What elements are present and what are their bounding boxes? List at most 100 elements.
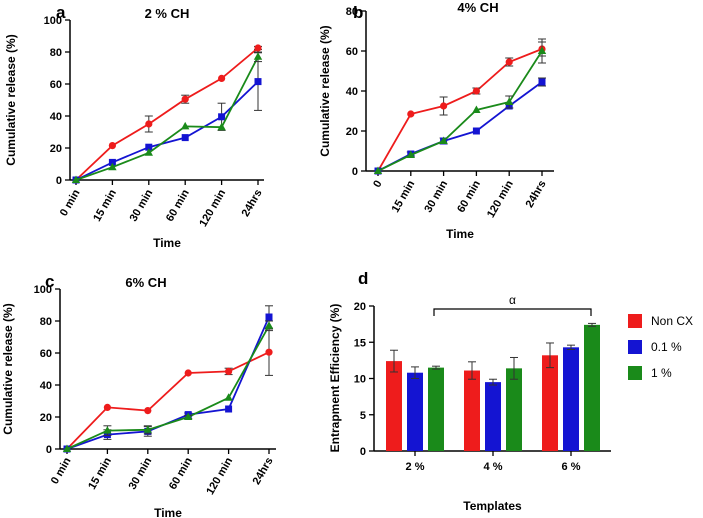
panel-a-letter: a xyxy=(56,3,66,22)
panel-c-series-non-cx-point xyxy=(144,407,152,415)
panel-c-y-tick-label: 60 xyxy=(40,348,52,360)
panel-c-y-tick-label: 80 xyxy=(40,316,52,328)
panel-c-x-label: Time xyxy=(154,506,182,518)
panel-b-y-tick-label: 60 xyxy=(346,46,358,58)
panel-d-series-non-cx-bar xyxy=(542,355,558,451)
panel-a-y-tick-label: 60 xyxy=(50,79,62,91)
panel-b-series-non-cx-point xyxy=(407,110,415,118)
panel-d-y-tick-label: 15 xyxy=(354,337,366,349)
panel-a-x-tick-label: 30 min xyxy=(128,187,156,223)
panel-c-x-tick-label: 15 min xyxy=(86,455,114,491)
panel-a-series-1--point xyxy=(253,52,263,60)
panel-b-series-1--point xyxy=(439,136,448,144)
panel-a-series-1--point xyxy=(71,175,81,183)
panel-c-x-tick-label: 30 min xyxy=(127,455,155,491)
panel-c-title: 6% CH xyxy=(125,275,166,290)
panel-b: 0 20 40 60 80b 4% CH Cumulative release (%) Tim… xyxy=(318,0,554,241)
panel-a-series-non-cx-point xyxy=(108,142,116,150)
panel-a-series-0-1--point xyxy=(181,134,189,142)
panel-d-y-tick-label: 20 xyxy=(354,301,366,313)
panel-d-y-label: Entrapment Efficiency (%) xyxy=(328,304,342,453)
panel-b-y-tick-label: 80 xyxy=(346,6,358,18)
panel-a-y-tick-label: 80 xyxy=(50,47,62,59)
panel-a-y-tick-label: 40 xyxy=(50,111,62,123)
panel-c-y-tick-label: 20 xyxy=(40,412,52,424)
panel-b-x-tick-label: 30 min xyxy=(422,178,450,214)
panel-c-series-0-1--point xyxy=(225,405,233,413)
panel-d-legend-0-1--label: 0.1 % xyxy=(651,340,682,354)
panel-d-legend-0-1--swatch xyxy=(628,340,642,354)
panel-a-title: 2 % CH xyxy=(145,6,190,21)
panel-a-series-0-1--point xyxy=(108,158,116,166)
panel-c-x-tick-label: 60 min xyxy=(167,455,195,491)
panel-a-y-tick-label: 20 xyxy=(50,143,62,155)
panel-d-series-non-cx-bar xyxy=(386,361,402,451)
panel-c-series-non-cx-line xyxy=(66,351,270,450)
panel-b-y-label: Cumulative release (%) xyxy=(318,25,332,156)
panel-a-x-tick-label: 0 min xyxy=(58,187,83,218)
panel-a-series-1--line xyxy=(75,56,259,181)
panel-a-series-non-cx-point xyxy=(145,120,153,128)
panel-b-x-tick-label: 24hrs xyxy=(524,179,549,210)
panel-d-series-1--bar xyxy=(428,367,444,451)
panel-a-series-non-cx-line xyxy=(75,47,259,181)
panel-b-x-tick-label: 15 min xyxy=(390,178,418,214)
panel-c-series-non-cx-point xyxy=(225,367,233,375)
panel-a-series-1--point xyxy=(108,162,117,171)
panel-d-y-tick-label: 5 xyxy=(360,410,366,422)
panel-c-series-1--point xyxy=(264,321,274,329)
panel-c-series-0-1--point xyxy=(265,313,273,321)
panel-c-series-1--point xyxy=(143,425,152,433)
panel-b-x-tick-label: 60 min xyxy=(455,178,483,214)
panel-a-x-tick-label: 60 min xyxy=(164,187,192,223)
panel-c-series-non-cx-point xyxy=(265,348,273,356)
panel-d-legend-1--label: 1 % xyxy=(651,366,672,380)
panel-a-series-1--point xyxy=(144,148,153,156)
panel-b-series-non-cx-point xyxy=(472,87,480,95)
panel-a-series-0-1--point xyxy=(254,78,262,86)
panel-d-series-1--bar xyxy=(584,324,600,451)
panel-c-series-0-1--line xyxy=(66,316,270,450)
panel-a-y-tick-label: 100 xyxy=(44,15,62,27)
panel-b-series-1--point xyxy=(373,166,383,174)
panel-d-y-tick-label: 0 xyxy=(360,446,366,458)
panel-d-series-0-1--bar xyxy=(563,347,579,451)
panel-b-x-label: Time xyxy=(446,227,474,241)
panel-d-series-0-1--bar xyxy=(485,382,501,451)
panel-c-series-non-cx-point xyxy=(103,403,111,411)
panel-a-x-tick-label: 15 min xyxy=(91,187,119,223)
panel-d-x-tick-label: 4 % xyxy=(484,461,503,473)
panel-a-series-non-cx-point xyxy=(218,74,226,82)
panel-b-series-0-1--point xyxy=(538,78,546,86)
panel-b-series-non-cx-point xyxy=(440,102,448,110)
panel-d-legend-non-cx-label: Non CX xyxy=(651,314,693,328)
panel-a-y-tick-label: 0 xyxy=(56,175,62,187)
panel-b-x-tick-label: 120 min xyxy=(485,178,516,220)
panel-a-series-1--point xyxy=(181,121,190,130)
panel-a-series-1--point xyxy=(217,122,226,131)
panel-d-series-1--bar xyxy=(506,368,522,451)
panel-d-legend-non-cx-swatch xyxy=(628,314,642,328)
panel-b-series-1--line xyxy=(377,50,543,172)
panel-d-series-non-cx-bar xyxy=(464,370,480,451)
panel-c-series-non-cx-point xyxy=(184,369,192,377)
panel-d-significance-label: α xyxy=(509,293,516,307)
panel-b-series-1--point xyxy=(537,46,547,54)
panel-d-legend-1--swatch xyxy=(628,366,642,380)
panel-a-series-0-1--point xyxy=(218,113,226,121)
panel-d-x-tick-label: 6 % xyxy=(562,461,581,473)
panel-c-x-tick-label: 24hrs xyxy=(251,456,276,487)
panel-d-letter: d xyxy=(358,269,368,288)
panel-c-series-1--point xyxy=(224,393,233,401)
panel-c-series-1--point xyxy=(103,426,112,434)
panel-c-x-tick-label: 0 min xyxy=(49,455,74,486)
panel-c-series-1--point xyxy=(184,412,193,420)
panel-d-x-tick-label: 2 % xyxy=(406,461,425,473)
panel-b-series-non-cx-line xyxy=(377,48,543,172)
panel-a-series-non-cx-point xyxy=(181,95,189,103)
panel-b-x-tick-label: 0 xyxy=(371,179,384,190)
panel-a-x-tick-label: 120 min xyxy=(197,187,228,229)
panel-a-x-tick-label: 24hrs xyxy=(240,188,265,219)
panel-a-series-0-1--point xyxy=(145,143,153,151)
panel-c-series-1--line xyxy=(66,325,270,450)
